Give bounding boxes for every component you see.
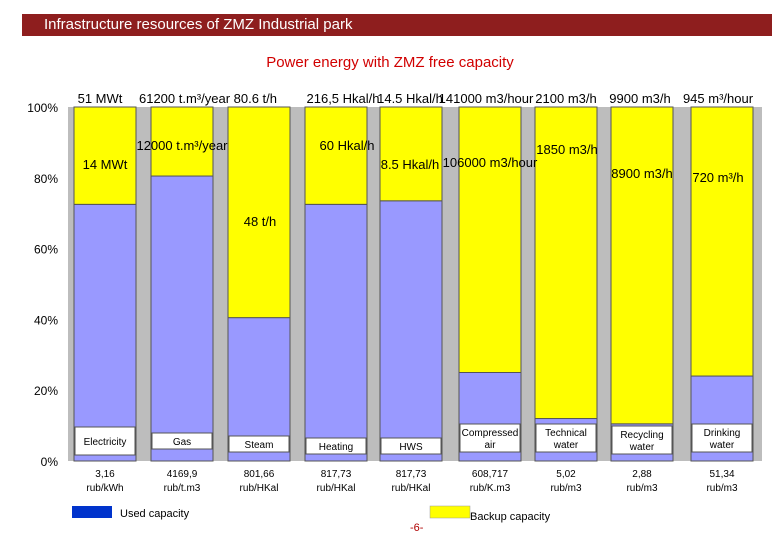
legend-label-used: Used capacity xyxy=(120,508,190,520)
tariff-label: rub/HKal xyxy=(392,483,431,494)
y-tick-label: 20% xyxy=(34,384,58,398)
bar-used xyxy=(379,200,443,462)
category-label: water xyxy=(709,440,735,451)
chart-title: Power energy with ZMZ free capacity xyxy=(266,54,514,71)
tariff-label: 3,16 xyxy=(95,469,115,480)
page-number: -6- xyxy=(410,522,424,534)
header-bar: Infrastructure resources of ZMZ Industri… xyxy=(22,14,772,36)
category-label: Technical xyxy=(545,428,587,439)
bar-backup xyxy=(534,106,598,420)
bar-backup xyxy=(690,106,754,377)
category-label-box xyxy=(691,423,753,453)
bar-annotation: 1850 m3/h xyxy=(536,142,597,157)
y-tick-label: 100% xyxy=(27,101,58,115)
category-label: Electricity xyxy=(84,437,127,448)
category-label: HWS xyxy=(399,442,423,453)
category-label: Recycling xyxy=(620,430,663,441)
tariff-label: rub/m3 xyxy=(706,483,738,494)
bar-backup xyxy=(304,106,368,205)
bar-annotation: 2100 m3/h xyxy=(535,91,596,106)
tariff-label: rub/HKal xyxy=(317,483,356,494)
legend-label-backup: Backup capacity xyxy=(470,511,551,523)
category-label-box xyxy=(459,423,521,453)
category-label: water xyxy=(629,442,655,453)
legend-swatch-backup xyxy=(429,505,471,519)
category-label: Heating xyxy=(319,442,353,453)
bar-annotation: 8900 m3/h xyxy=(611,166,672,181)
bar-annotation: 106000 m3/hour xyxy=(443,155,538,170)
tariff-label: 5,02 xyxy=(556,469,576,480)
category-label: air xyxy=(484,440,496,451)
tariff-label: rub/HKal xyxy=(240,483,279,494)
category-label-box xyxy=(228,435,290,453)
tariff-label: 51,34 xyxy=(709,469,734,480)
category-label: Compressed xyxy=(462,428,519,439)
tariff-label: 608,717 xyxy=(472,469,509,480)
legend-swatch-used xyxy=(72,506,112,518)
tariff-label: rub/m3 xyxy=(550,483,582,494)
category-label: Steam xyxy=(245,440,274,451)
bar-annotation: 14.5 Hkal/h xyxy=(377,91,443,106)
bar-annotation: 48 t/h xyxy=(244,214,277,229)
bar-annotation: 14 MWt xyxy=(83,157,128,172)
bar-used xyxy=(304,203,368,462)
bar-annotation: 141000 m3/hour xyxy=(439,91,534,106)
y-tick-label: 0% xyxy=(41,455,59,469)
bar-annotation: 61200 t.m³/year 80.6 t/h xyxy=(139,91,277,106)
category-label-box xyxy=(380,437,442,455)
category-label: water xyxy=(553,440,579,451)
category-label-box xyxy=(74,426,136,456)
bar-backup xyxy=(458,106,522,373)
y-tick-label: 60% xyxy=(34,243,58,257)
tariff-label: 817,73 xyxy=(396,469,427,480)
bar-backup xyxy=(379,106,443,202)
page-header-title: Infrastructure resources of ZMZ Industri… xyxy=(44,16,353,33)
tariff-label: 4169,9 xyxy=(167,469,198,480)
y-tick-label: 80% xyxy=(34,172,58,186)
bar-annotation: 60 Hkal/h xyxy=(320,138,375,153)
tariff-label: rub/kWh xyxy=(86,483,123,494)
bar-used xyxy=(150,175,214,462)
category-label: Gas xyxy=(173,437,191,448)
bar-annotation: 216,5 Hkal/h xyxy=(307,91,380,106)
category-label-box xyxy=(305,437,367,455)
bar-backup xyxy=(150,106,214,177)
bar-annotation: 945 m³/hour xyxy=(683,91,754,106)
tariff-label: rub/m3 xyxy=(626,483,658,494)
bar-backup xyxy=(73,106,137,205)
bar-annotation: 12000 t.m³/year xyxy=(136,138,228,153)
y-tick-label: 40% xyxy=(34,313,58,327)
bar-annotation: 51 MWt xyxy=(78,91,123,106)
tariff-label: 801,66 xyxy=(244,469,275,480)
tariff-label: 2,88 xyxy=(632,469,652,480)
category-label-box xyxy=(611,425,673,455)
tariff-label: 817,73 xyxy=(321,469,352,480)
bar-annotation: 720 m³/h xyxy=(692,170,743,185)
category-label-box xyxy=(535,423,597,453)
tariff-label: rub/t.m3 xyxy=(164,483,201,494)
category-label-box xyxy=(151,432,213,450)
bar-backup xyxy=(227,106,291,319)
bar-backup xyxy=(610,106,674,425)
bar-annotation: 9900 m3/h xyxy=(609,91,670,106)
bar-annotation: 8.5 Hkal/h xyxy=(381,157,440,172)
bar-used xyxy=(73,203,137,462)
category-label: Drinking xyxy=(704,428,741,439)
tariff-label: rub/K.m3 xyxy=(470,483,511,494)
